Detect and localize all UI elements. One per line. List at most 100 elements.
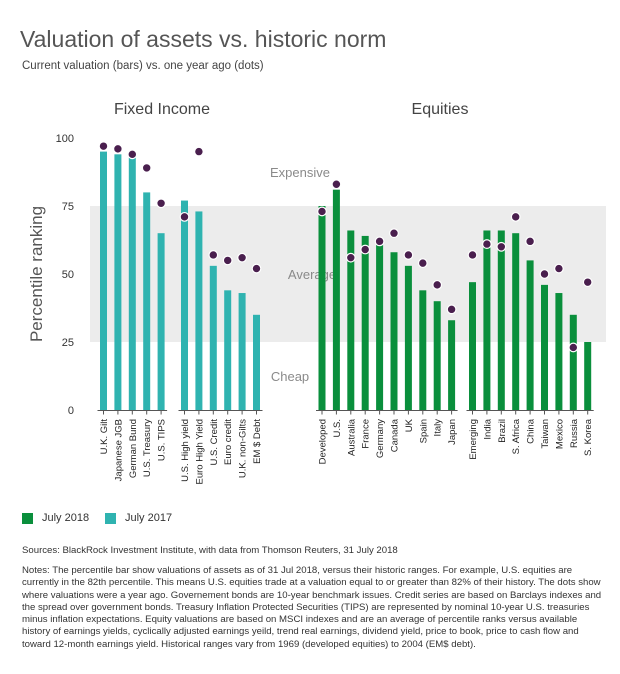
bar-canada <box>390 252 398 410</box>
bar-germany <box>376 241 384 410</box>
dot-australia <box>345 252 356 263</box>
zone-label-cheap: Cheap <box>271 369 309 384</box>
dot-uk <box>403 250 414 260</box>
bar-india <box>483 230 491 410</box>
panel-title-fixed-income: Fixed Income <box>114 101 210 118</box>
x-tick-label-taiwan: Taiwan <box>540 419 551 449</box>
bar-u-k-non-gilts <box>238 293 246 410</box>
bar-mexico <box>555 293 563 410</box>
x-tick-label-italy: Italy <box>433 419 444 437</box>
y-tick-label-75: 75 <box>62 201 74 213</box>
dot-taiwan <box>539 269 550 279</box>
x-tick-label-spain: Spain <box>418 419 429 443</box>
dot-s-korea <box>582 277 593 288</box>
x-tick-label-u-s-tips: U.S. TIPS <box>157 419 168 461</box>
dot-japan <box>446 304 457 315</box>
bar-japanese-jgb <box>114 154 122 410</box>
dot-u-s-high-yield <box>179 211 190 222</box>
x-tick-label-germany: Germany <box>375 419 386 458</box>
x-tick-label-india: India <box>482 418 493 439</box>
legend-label-july-2017: July 2017 <box>125 512 173 524</box>
bar-s-africa <box>512 233 520 410</box>
bar-u-s-tips <box>157 233 165 410</box>
legend-swatch-july-2018 <box>22 512 33 524</box>
x-tick-label-developed: Developed <box>318 419 329 464</box>
x-tick-label-u-s: U.S. <box>332 419 343 437</box>
x-tick-label-u-k-gilt: U.K. Gilt <box>99 419 110 455</box>
dot-canada <box>389 228 399 239</box>
x-tick-label-russia: Russia <box>569 418 580 448</box>
dot-germany <box>374 236 385 247</box>
zone-label-average: Average <box>288 267 336 282</box>
dot-s-africa <box>510 211 521 222</box>
legend-swatch-july-2017 <box>105 512 116 524</box>
bar-u-s-treasury <box>143 192 151 410</box>
dot-france <box>360 244 371 255</box>
bar-australia <box>347 230 355 410</box>
bar-uk <box>404 265 412 410</box>
dot-u-s-credit <box>208 250 219 260</box>
x-tick-label-australia: Australia <box>346 418 357 456</box>
y-tick-label-50: 50 <box>62 269 74 281</box>
legend-label-july-2018: July 2018 <box>42 512 90 524</box>
legend-item-july-2018: July 2018 <box>22 512 89 524</box>
bar-italy <box>433 301 441 410</box>
dot-german-bund <box>127 149 138 160</box>
bar-china <box>526 260 534 410</box>
dot-u-s-tips <box>156 198 167 209</box>
x-tick-label-japan: Japan <box>447 419 458 445</box>
bar-emerging <box>469 282 476 410</box>
notes-text: Notes: The percentile bar show valuation… <box>22 565 602 650</box>
x-tick-label-u-k-non-gilts: U.K. non-Gilts <box>238 419 249 478</box>
bar-spain <box>419 290 427 410</box>
dot-italy <box>432 279 443 290</box>
dot-u-k-non-gilts <box>237 252 248 263</box>
bar-developed <box>318 206 326 410</box>
dot-developed <box>317 206 327 217</box>
x-tick-label-france: France <box>361 419 372 449</box>
y-tick-label-100: 100 <box>56 133 74 145</box>
dot-euro-credit <box>222 255 233 266</box>
dot-euro-high-yield <box>193 146 204 157</box>
x-tick-label-mexico: Mexico <box>554 419 565 449</box>
bar-em-debt <box>253 314 260 410</box>
dot-brazil <box>496 241 507 252</box>
x-tick-label-u-s-high-yield: U.S. High yield <box>180 419 191 482</box>
x-tick-label-em-debt: EM $ Debt <box>252 419 263 464</box>
x-tick-label-s-korea: S. Korea <box>583 418 594 456</box>
dot-mexico <box>554 263 564 274</box>
dot-russia <box>568 342 579 353</box>
x-tick-label-german-bund: German Bund <box>128 419 139 478</box>
bar-taiwan <box>541 284 548 410</box>
bar-u-s-high-yield <box>181 200 188 410</box>
bar-s-korea <box>584 342 592 410</box>
x-tick-label-euro-credit: Euro credit <box>223 419 234 465</box>
dot-u-k-gilt <box>98 141 109 152</box>
dot-japanese-jgb <box>112 143 123 154</box>
dot-india <box>482 239 492 249</box>
dot-china <box>525 236 535 247</box>
bar-u-k-gilt <box>100 151 107 410</box>
sources-text: Sources: BlackRock Investment Institute,… <box>22 545 398 556</box>
x-tick-label-china: China <box>526 418 537 444</box>
dot-spain <box>417 258 428 269</box>
x-tick-label-brazil: Brazil <box>497 419 508 443</box>
panel-title-equities: Equities <box>412 101 469 118</box>
bar-france <box>361 235 369 410</box>
x-tick-label-emerging: Emerging <box>468 419 479 460</box>
x-tick-label-u-s-credit: U.S. Credit <box>209 419 220 466</box>
bar-u-s <box>332 189 340 410</box>
valuation-chart: Expensive Average Cheap Percentile ranking 0… <box>27 101 606 484</box>
dot-u-s <box>331 179 342 190</box>
zone-label-expensive: Expensive <box>270 165 330 180</box>
bar-euro-credit <box>224 290 232 410</box>
legend-item-july-2017: July 2017 <box>105 512 172 524</box>
y-axis-label: Percentile ranking <box>27 206 46 342</box>
x-tick-label-u-s-treasury: U.S. Treasury <box>142 419 153 477</box>
x-tick-label-euro-high-yield: Euro High Yield <box>194 419 205 484</box>
dot-em-debt <box>251 263 262 274</box>
x-tick-label-uk: UK <box>404 418 415 432</box>
x-tick-label-s-africa: S. Africa <box>511 418 522 454</box>
dot-emerging <box>467 250 478 260</box>
y-tick-label-0: 0 <box>68 405 74 417</box>
